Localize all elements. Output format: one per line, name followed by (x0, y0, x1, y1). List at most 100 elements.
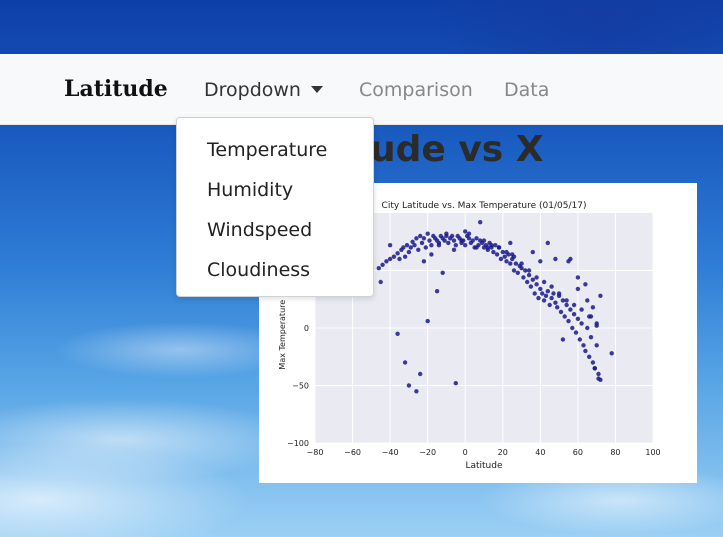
data-point (590, 305, 596, 310)
x-tick-label: −40 (382, 448, 399, 457)
data-point (585, 298, 590, 303)
data-point (423, 245, 428, 250)
data-point (508, 240, 513, 246)
data-point (416, 247, 421, 252)
data-point (543, 293, 549, 298)
data-point (494, 252, 500, 257)
data-point (402, 254, 408, 259)
data-point (453, 243, 458, 248)
caret-down-icon (310, 86, 323, 93)
x-tick-label: 80 (610, 448, 620, 457)
data-point (560, 337, 566, 342)
data-points (361, 220, 614, 394)
data-point (571, 302, 577, 308)
data-point (530, 249, 535, 255)
dropdown-item-temperature[interactable]: Temperature (207, 139, 328, 161)
data-point (504, 259, 509, 264)
data-point (408, 245, 413, 250)
data-point (419, 240, 425, 246)
nav-link-data[interactable]: Data (504, 79, 550, 101)
data-point (446, 240, 451, 246)
data-point (378, 279, 383, 285)
data-point (525, 279, 530, 285)
y-tick-label: −100 (287, 439, 309, 448)
y-tick-label: 0 (304, 324, 309, 333)
data-point (541, 298, 547, 303)
data-point (418, 371, 423, 377)
data-point (502, 254, 507, 259)
x-tick-label: 60 (573, 448, 583, 457)
data-point (532, 291, 537, 296)
data-point (466, 236, 472, 241)
data-point (397, 256, 402, 262)
data-point (583, 282, 588, 287)
data-point (513, 261, 519, 266)
x-tick-label: 20 (498, 448, 508, 457)
data-point (519, 266, 524, 271)
data-point (418, 233, 423, 239)
data-point (498, 256, 504, 262)
data-point (609, 351, 614, 356)
data-point (466, 231, 472, 236)
data-point (474, 245, 479, 250)
data-point (526, 272, 532, 278)
data-point (434, 289, 440, 294)
dropdown-item-humidity[interactable]: Humidity (207, 179, 294, 201)
data-point (376, 266, 381, 271)
data-point (534, 282, 539, 287)
x-tick-label: −80 (307, 448, 324, 457)
data-point (573, 330, 579, 335)
data-point (425, 231, 430, 236)
data-point (489, 243, 494, 248)
data-point (395, 251, 400, 256)
data-point (545, 240, 550, 246)
data-point (519, 261, 524, 266)
y-tick-label: −50 (292, 382, 309, 391)
data-point (564, 298, 569, 303)
data-point (401, 245, 406, 250)
data-point (523, 268, 528, 273)
x-tick-label: −60 (344, 448, 361, 457)
x-tick-labels: −80 −60 −40 −20 0 20 40 60 80 100 (307, 448, 661, 457)
data-point (406, 383, 412, 388)
data-point (534, 275, 539, 280)
x-axis-label: Latitude (465, 461, 503, 471)
data-point (504, 249, 509, 255)
data-point (585, 325, 590, 331)
data-point (459, 238, 464, 243)
dropdown-item-cloudiness[interactable]: Cloudiness (207, 259, 311, 281)
data-point (560, 298, 566, 303)
data-point (579, 321, 584, 326)
data-point (587, 354, 592, 359)
navbar-brand[interactable]: Latitude (64, 76, 168, 102)
data-point (429, 252, 434, 257)
dropdown-toggle[interactable]: Dropdown (204, 77, 323, 103)
data-point (594, 323, 599, 328)
data-point (440, 270, 445, 275)
data-point (508, 261, 513, 266)
data-point (449, 233, 455, 239)
data-point (590, 360, 596, 365)
data-point (538, 259, 543, 264)
data-point (453, 381, 458, 386)
dropdown-item-windspeed[interactable]: Windspeed (207, 219, 313, 241)
data-point (588, 335, 594, 340)
data-point (577, 337, 582, 342)
data-point (395, 331, 400, 336)
data-point (556, 291, 562, 296)
data-point (530, 277, 535, 282)
data-point (596, 371, 601, 377)
nav-link-comparison[interactable]: Comparison (359, 79, 473, 101)
data-point (583, 348, 588, 354)
data-point (592, 366, 597, 371)
navbar: Latitude Dropdown Comparison Data (0, 54, 723, 125)
data-point (470, 238, 475, 243)
data-point (442, 238, 447, 243)
data-point (549, 295, 554, 301)
data-point (558, 309, 564, 315)
data-point (511, 268, 517, 273)
x-tick-label: 0 (463, 448, 468, 457)
data-point (536, 295, 541, 301)
data-point (404, 243, 410, 248)
data-point (510, 252, 515, 257)
